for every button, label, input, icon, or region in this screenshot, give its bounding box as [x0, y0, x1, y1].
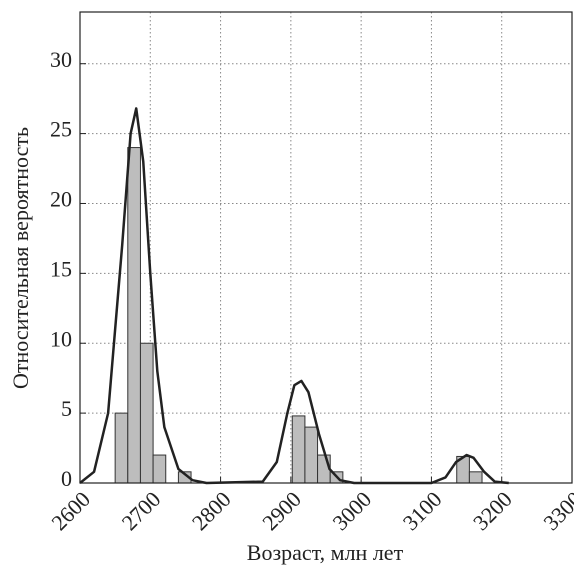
y-tick-label: 30 — [50, 47, 72, 72]
bar — [152, 454, 167, 484]
x-axis-label: Возраст, млн лет — [247, 540, 404, 565]
x-tick-label: 3200 — [468, 486, 517, 535]
y-tick-label: 0 — [61, 466, 72, 491]
x-tick-label: 2900 — [257, 486, 306, 535]
y-tick-label: 10 — [50, 326, 72, 351]
x-tick-label: 3300 — [538, 486, 574, 535]
y-tick-label: 25 — [50, 117, 72, 142]
y-tick-label: 5 — [61, 396, 72, 421]
plot-frame — [79, 11, 573, 484]
x-tick-label: 3000 — [327, 486, 376, 535]
bar — [291, 415, 306, 484]
bar — [127, 147, 141, 484]
bar — [468, 471, 483, 484]
bar — [139, 342, 154, 484]
density-curve — [79, 107, 509, 485]
y-tick-label: 20 — [50, 187, 72, 212]
y-tick-label: 15 — [50, 256, 72, 281]
x-tick-label: 3100 — [398, 486, 447, 535]
bar — [304, 426, 319, 484]
bar — [114, 412, 129, 484]
x-tick-label: 2600 — [46, 486, 95, 535]
x-tick-label: 2700 — [117, 486, 166, 535]
x-tick-label: 2800 — [187, 486, 236, 535]
y-axis-label: Относительная вероятность — [8, 127, 33, 389]
